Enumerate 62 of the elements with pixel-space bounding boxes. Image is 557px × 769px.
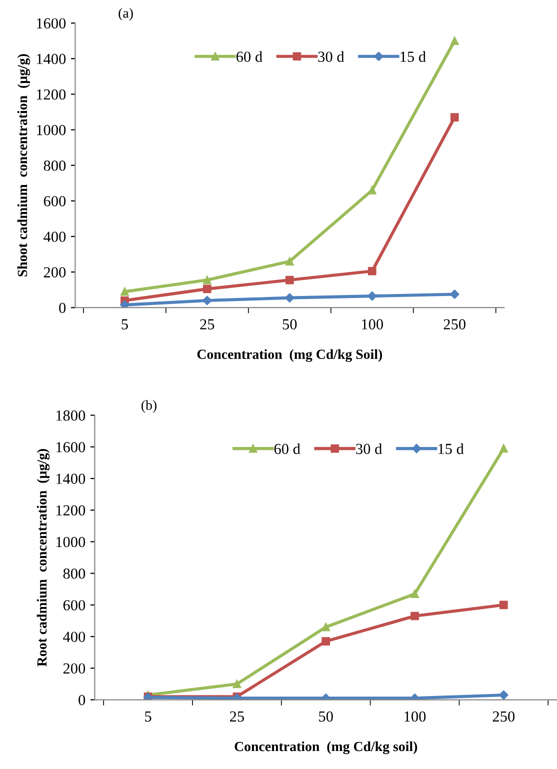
x-tick-label: 25 (230, 711, 244, 722)
legend-label: 60 d (274, 443, 300, 454)
x-tick-label: 25 (200, 319, 214, 330)
x-tick-label: 100 (362, 319, 383, 330)
point (368, 266, 376, 276)
point (450, 290, 460, 299)
legend-label: 30 d (318, 51, 344, 62)
point (499, 600, 508, 610)
legend-label: 60 d (236, 51, 262, 62)
point (285, 276, 294, 284)
point (450, 113, 459, 122)
point (120, 287, 129, 296)
point (202, 276, 212, 284)
y-tick-label: 1200 (56, 505, 86, 516)
y-tick-label: 1600 (36, 18, 66, 29)
x-tick-label: 250 (444, 319, 466, 330)
y-tick-label: 200 (44, 267, 66, 278)
x-tick-label: 50 (319, 711, 333, 722)
x-tick-label: 100 (404, 711, 426, 722)
point (232, 680, 242, 688)
legend-label: 15 d (438, 443, 464, 454)
x-tick-label: 5 (145, 712, 152, 722)
y-tick-label: 1400 (36, 54, 66, 64)
point (367, 291, 377, 301)
y-tick-label: 1400 (56, 474, 86, 484)
y-tick-label: 400 (44, 232, 66, 242)
y-tick-label: 800 (63, 568, 86, 579)
point (322, 622, 330, 632)
point (202, 284, 212, 294)
y-tick-label: 1000 (56, 536, 86, 548)
y-tick-label: 1200 (36, 89, 66, 100)
y-tick-label: 1800 (56, 410, 86, 421)
y-tick-label: 0 (59, 302, 66, 314)
x-tick-label: 5 (122, 319, 128, 330)
x-tick-label: 50 (282, 319, 297, 330)
point (202, 296, 212, 306)
point (499, 690, 508, 700)
y-tick-label: 600 (44, 196, 66, 206)
y-tick-label: 600 (63, 600, 86, 610)
x-tick-label: 250 (492, 711, 515, 722)
point (285, 257, 294, 266)
y-axis-title: Root cadmium concentration (µg/g) (36, 449, 50, 666)
y-tick-label: 1600 (56, 442, 86, 452)
point (410, 590, 419, 598)
y-axis-title: Shoot cadmium concentration (µg/g) (17, 54, 30, 276)
chart-title: (a) (118, 8, 133, 21)
point (410, 612, 419, 620)
y-tick-label: 200 (63, 663, 86, 674)
y-tick-label: 0 (78, 694, 86, 706)
y-tick-label: 1000 (36, 124, 66, 136)
x-axis-title: Concentration (mg Cd/kg soil) (234, 741, 418, 754)
y-tick-label: 400 (63, 632, 86, 642)
point (285, 293, 294, 302)
point (120, 300, 130, 308)
x-axis-title: Concentration (mg Cd/kg Soil) (197, 349, 382, 362)
point (499, 444, 508, 453)
legend-label: 30 d (356, 443, 382, 454)
chart-title: (b) (142, 400, 157, 413)
legend-label: 15 d (400, 51, 426, 62)
point (322, 637, 330, 646)
y-tick-label: 800 (44, 160, 66, 171)
point (450, 36, 459, 46)
